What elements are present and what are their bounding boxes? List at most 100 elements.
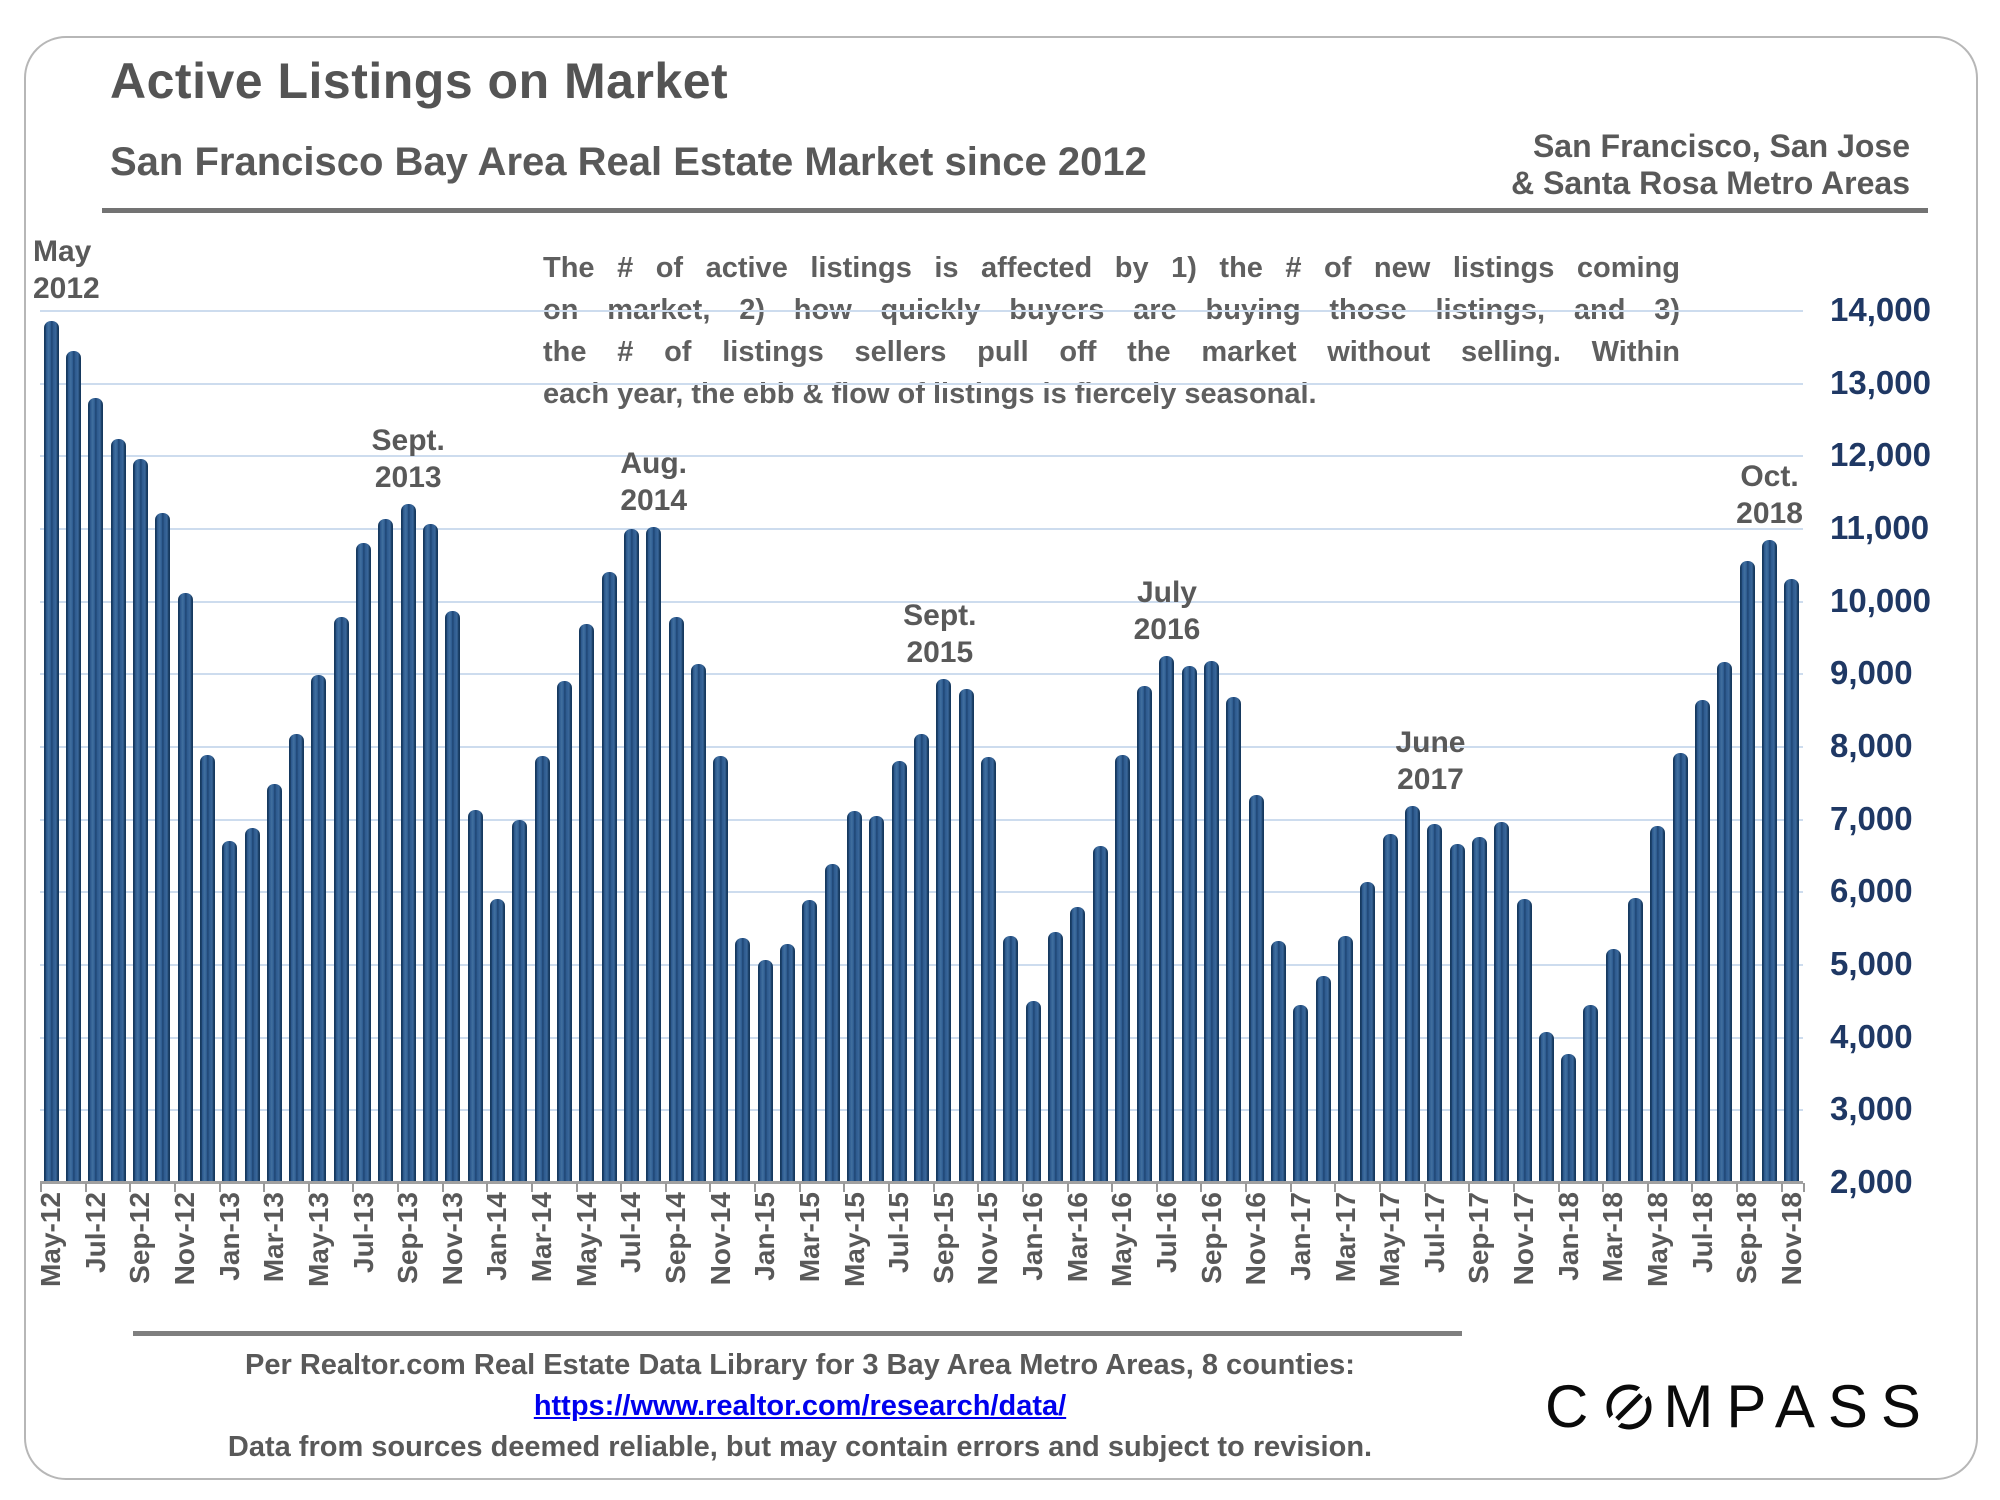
- bar: [266, 783, 282, 1182]
- y-gridline: [40, 382, 1803, 385]
- x-axis-tick: [1378, 1183, 1381, 1192]
- bar: [824, 864, 840, 1182]
- x-tick-label: Jan-17: [1284, 1192, 1316, 1281]
- y-tick-label: 11,000: [1830, 509, 1930, 546]
- x-tick-label: Mar-13: [258, 1192, 290, 1283]
- bar: [43, 320, 59, 1182]
- bar: [534, 756, 550, 1182]
- x-axis-tick: [486, 1183, 489, 1192]
- x-axis-tick: [129, 1183, 132, 1192]
- x-axis-tick: [843, 1183, 846, 1192]
- peak-annotation-line: 2018: [1736, 497, 1803, 530]
- x-tick-label: Nov-16: [1240, 1192, 1272, 1286]
- y-tick-label: 7,000: [1830, 799, 1913, 837]
- data-source-link[interactable]: https://www.realtor.com/research/data/: [533, 1390, 1067, 1422]
- bar: [378, 518, 394, 1182]
- x-axis-tick: [1557, 1183, 1560, 1192]
- peak-annotation-line: July: [1136, 576, 1197, 609]
- bar: [88, 397, 104, 1182]
- bar: [333, 617, 349, 1182]
- bar: [1382, 833, 1398, 1182]
- x-axis-tick: [218, 1183, 221, 1192]
- bar: [1248, 794, 1264, 1182]
- x-tick-label: Sep-16: [1195, 1192, 1227, 1284]
- bar: [1404, 805, 1420, 1182]
- bar: [936, 679, 952, 1182]
- y-tick-label: 12,000: [1830, 436, 1931, 474]
- paragraph-line: The # of active listings is affected by …: [543, 252, 1680, 284]
- bar: [556, 681, 572, 1182]
- bar: [1070, 906, 1086, 1182]
- bar: [1047, 932, 1063, 1182]
- x-tick-label: May-17: [1374, 1192, 1406, 1287]
- x-tick-label: Mar-16: [1061, 1192, 1093, 1283]
- x-tick-label: Sep-12: [124, 1192, 156, 1284]
- bar: [1762, 539, 1778, 1182]
- bar: [1204, 660, 1220, 1182]
- region-line-2: & Santa Rosa Metro Areas: [1511, 165, 1910, 201]
- bar: [1628, 897, 1644, 1182]
- logo-text-suffix: MPASS: [1663, 1373, 1934, 1440]
- bar: [400, 504, 416, 1182]
- bar: [289, 734, 305, 1182]
- x-axis-tick: [263, 1183, 266, 1192]
- bar: [735, 937, 751, 1182]
- bar: [423, 523, 439, 1182]
- y-tick-label: 3,000: [1830, 1090, 1913, 1128]
- x-tick-label: Jul-17: [1418, 1192, 1450, 1273]
- bar: [1739, 561, 1755, 1182]
- peak-annotation-line: May: [33, 235, 92, 268]
- y-tick-label: 13,000: [1830, 363, 1931, 401]
- bar: [1516, 898, 1532, 1182]
- compass-logo: C MPASS: [1545, 1372, 1934, 1441]
- region-label: San Francisco, San Jose & Santa Rosa Met…: [1400, 128, 1910, 202]
- bar: [1226, 696, 1242, 1182]
- bar: [780, 943, 796, 1182]
- bar: [1471, 836, 1487, 1182]
- bar: [1605, 948, 1621, 1182]
- bar: [1092, 846, 1108, 1182]
- peak-annotation-line: 2014: [620, 484, 688, 517]
- x-tick-label: Sep-15: [927, 1192, 959, 1284]
- bar: [1360, 881, 1376, 1182]
- peak-annotation: Aug. 2014: [569, 445, 739, 519]
- x-tick-label: Jul-12: [79, 1192, 111, 1273]
- bar: [1717, 661, 1733, 1182]
- page-title: Active Listings on Market: [110, 53, 729, 109]
- peak-annotation: May 2012: [33, 233, 203, 307]
- peak-annotation: June 2017: [1345, 724, 1515, 798]
- bar: [512, 820, 528, 1182]
- x-tick-label: Nov-14: [704, 1192, 736, 1286]
- bar: [65, 350, 81, 1182]
- bar: [1137, 686, 1153, 1182]
- x-tick-label: Mar-17: [1329, 1192, 1361, 1283]
- x-axis-tick: [173, 1183, 176, 1192]
- header-divider: [102, 208, 1928, 213]
- x-axis-tick: [709, 1183, 712, 1192]
- x-axis-tick: [1780, 1183, 1783, 1192]
- x-tick-label: Nov-17: [1508, 1192, 1540, 1286]
- bar: [311, 674, 327, 1182]
- x-tick-label: Jan-15: [749, 1192, 781, 1281]
- bar: [1449, 844, 1465, 1182]
- x-tick-label: Nov-15: [972, 1192, 1004, 1286]
- bar: [489, 898, 505, 1182]
- x-axis-tick: [1646, 1183, 1649, 1192]
- y-tick-label: 4,000: [1830, 1017, 1913, 1055]
- x-tick-label: Sep-17: [1463, 1192, 1495, 1284]
- bar: [1784, 578, 1800, 1182]
- bar: [1114, 754, 1130, 1182]
- bar: [199, 754, 215, 1182]
- bar: [847, 810, 863, 1182]
- x-axis-tick: [754, 1183, 757, 1192]
- bar: [690, 663, 706, 1182]
- peak-annotation-line: 2016: [1133, 613, 1201, 646]
- x-tick-label: Jan-14: [481, 1192, 513, 1281]
- bar: [891, 760, 907, 1182]
- x-axis-tick: [307, 1183, 310, 1192]
- bar: [132, 458, 148, 1182]
- x-axis-tick: [888, 1183, 891, 1192]
- page-subtitle: San Francisco Bay Area Real Estate Marke…: [110, 140, 1147, 184]
- x-tick-label: Jan-18: [1552, 1192, 1584, 1281]
- x-tick-label: Nov-18: [1775, 1192, 1807, 1286]
